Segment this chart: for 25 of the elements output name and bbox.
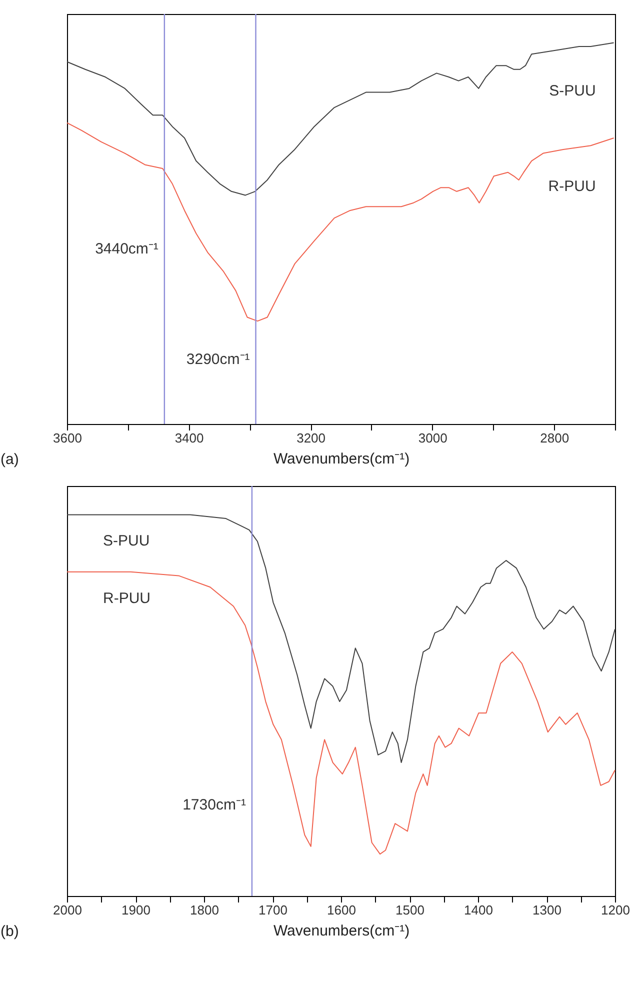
x-tick-label: 3200 xyxy=(296,430,326,446)
x-tick-label: 3400 xyxy=(174,430,204,446)
x-tick-label: 3000 xyxy=(418,430,448,446)
annotation: 3440cm⁻¹ xyxy=(95,240,158,258)
x-tick-label: 3600 xyxy=(53,430,82,446)
series-label: R-PUU xyxy=(548,178,596,196)
x-tick-label: 2800 xyxy=(540,430,570,446)
series-label: S-PUU xyxy=(103,532,150,550)
annotation: 1730cm⁻¹ xyxy=(182,796,246,814)
x-tick-label: 1300 xyxy=(532,902,562,918)
x-tick-label: 1200 xyxy=(601,902,630,918)
x-tick-label: 1400 xyxy=(464,902,493,918)
series-label: R-PUU xyxy=(103,590,150,607)
x-tick-label: 2000 xyxy=(53,902,82,918)
x-tick-label: 1900 xyxy=(122,902,150,918)
annotation: 3290cm⁻¹ xyxy=(186,351,250,368)
x-tick-label: 1600 xyxy=(327,902,356,918)
text: (a) xyxy=(0,451,19,468)
text: (b) xyxy=(0,923,19,940)
x-axis-title: Wavenumbers(cm⁻¹) xyxy=(273,450,410,468)
x-tick-label: 1800 xyxy=(190,902,219,918)
x-tick-label: 1700 xyxy=(258,902,288,918)
x-axis-title: Wavenumbers(cm⁻¹) xyxy=(273,922,410,940)
series-label: S-PUU xyxy=(549,82,596,100)
x-tick-label: 1500 xyxy=(396,902,424,918)
